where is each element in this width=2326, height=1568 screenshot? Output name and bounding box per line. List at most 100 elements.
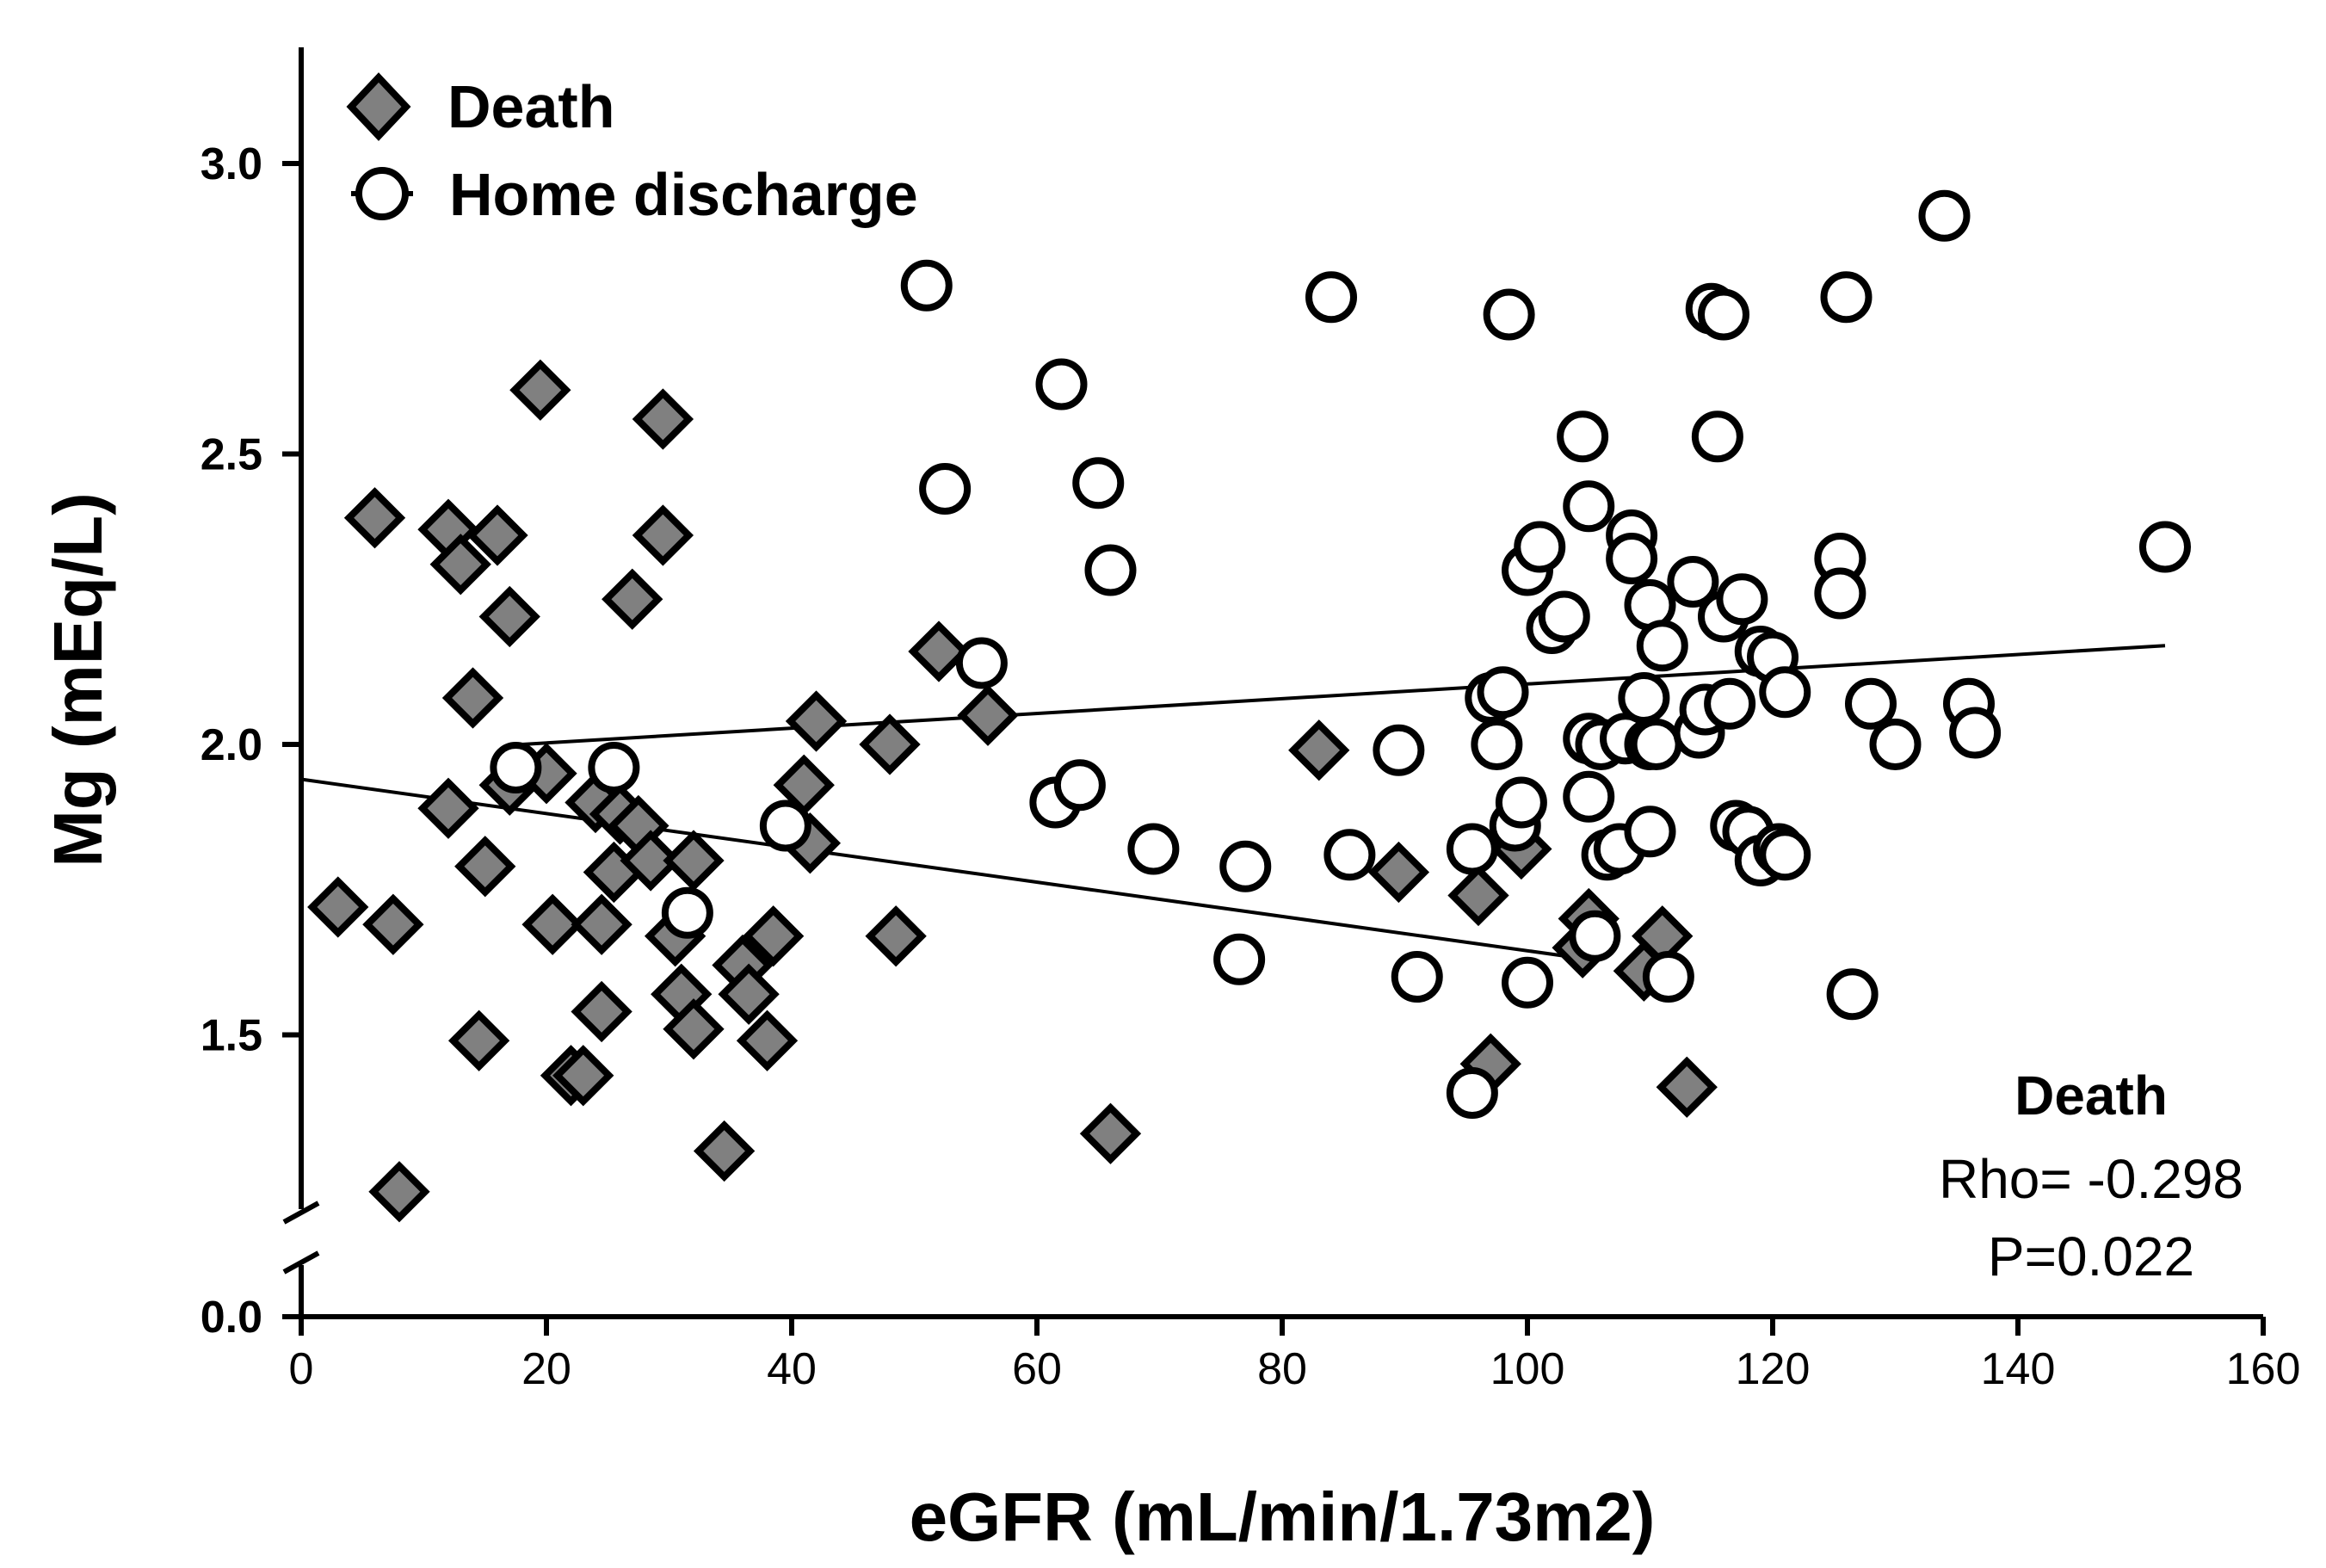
annotation-rho: Rho= -0.298 [1939,1148,2243,1210]
death-point [859,713,921,775]
home-discharge-point [1820,271,1873,324]
death-points [307,359,1718,1223]
death-point [865,905,927,967]
x-tick-label: 60 [1012,1344,1062,1394]
home-discharge-point [1471,719,1523,770]
death-point [632,504,694,566]
y-tick-label: 2.5 [201,430,262,480]
y-axis-title: Mg (mEq/L) [40,492,116,867]
x-tick-label: 0 [289,1344,314,1394]
home-discharge-point [1495,776,1547,829]
death-point [620,830,682,892]
home-discharge-point [661,886,713,939]
home-discharge-point [759,799,811,852]
death-point [454,836,516,898]
legend: Death Home discharge [346,72,918,228]
x-tick-label: 160 [2226,1344,2301,1394]
home-discharge-point [1127,823,1180,875]
death-point [478,585,540,648]
death-point [632,388,694,450]
home-discharge-point [1305,271,1357,324]
legend-death-label: Death [447,73,614,140]
death-point [663,998,725,1060]
death-point [1656,1056,1718,1118]
stats-annotation: Death Rho= -0.298 P=0.022 [1939,1065,2243,1287]
home-discharge-point [1072,457,1125,509]
y-ticks: 1.5 2.0 2.5 3.0 0.0 [201,139,301,1343]
y-tick-label: 3.0 [201,139,262,189]
home-discharge-point [1642,951,1694,1003]
legend-home-label: Home discharge [449,161,918,228]
death-point [785,690,848,752]
legend-home-circle [355,167,409,220]
death-point [602,568,663,630]
home-discharge-point [1716,573,1768,626]
death-point [307,876,369,938]
home-discharge-point [1606,533,1658,584]
death-point [693,1120,756,1182]
home-discharge-point [490,742,542,793]
death-point [447,1009,510,1071]
home-discharge-point [1483,288,1535,341]
home-discharge-point [1538,590,1590,643]
death-point [908,620,970,682]
death-point [429,534,491,596]
death-point [441,667,504,729]
home-discharge-point [1691,411,1743,463]
home-discharge-point [1869,719,1922,770]
home-discharge-point [1630,719,1682,770]
death-point [552,1045,614,1107]
home-discharge-point [1845,677,1897,730]
home-discharge-point [588,742,640,793]
home-discharge-point [1219,840,1272,892]
home-discharge-point [1391,951,1443,1003]
death-point [362,893,424,955]
death-point [509,359,571,421]
home-discharge-point [1814,567,1866,620]
home-discharge-point [1563,480,1615,533]
x-tick-label: 100 [1490,1344,1565,1394]
home-discharge-point [1084,544,1137,596]
annotation-p-value: P=0.022 [1988,1225,2194,1287]
home-discharge-point [1213,933,1266,985]
death-point [571,980,632,1043]
home-discharge-point [1704,677,1756,730]
death-point [521,893,583,955]
death-point [736,1009,799,1071]
home-discharge-point [1514,521,1566,573]
home-discharge-point [1563,770,1615,823]
home-discharge-point [1477,666,1529,719]
axis-break-mark-bottom [282,1250,320,1275]
home-discharge-points [490,189,2191,1119]
home-discharge-point [1502,956,1553,1009]
home-discharge-point [955,637,1008,689]
home-discharge-point [1446,823,1498,875]
home-discharge-point [1446,1067,1498,1119]
home-discharge-point [919,463,972,515]
x-tick-label: 140 [1981,1344,2056,1394]
death-point [571,893,632,955]
x-ticks: 0 20 40 60 80 100 120 140 160 [289,1317,2301,1394]
home-discharge-point [1053,759,1106,812]
death-point [417,777,479,839]
regression-line-home-discharge [521,644,2166,746]
legend-death-diamond [346,72,411,141]
home-discharge-point [1373,724,1425,776]
home-discharge-point [900,259,953,312]
death-point [343,487,406,549]
x-tick-label: 120 [1736,1344,1811,1394]
home-discharge-point [1624,806,1676,858]
death-point [718,963,780,1025]
death-point [466,504,528,566]
home-discharge-point [1618,672,1670,724]
home-discharge-point [1636,620,1688,672]
y-tick-label: 1.5 [201,1011,262,1061]
home-discharge-point [2139,521,2191,573]
home-discharge-point [1826,968,1879,1021]
death-point [957,684,1019,746]
death-point [663,830,725,892]
x-tick-label: 20 [521,1344,571,1394]
y-tick-label-zero: 0.0 [201,1293,262,1343]
x-axis-title: eGFR (mL/min/1.73m2) [910,1478,1656,1555]
